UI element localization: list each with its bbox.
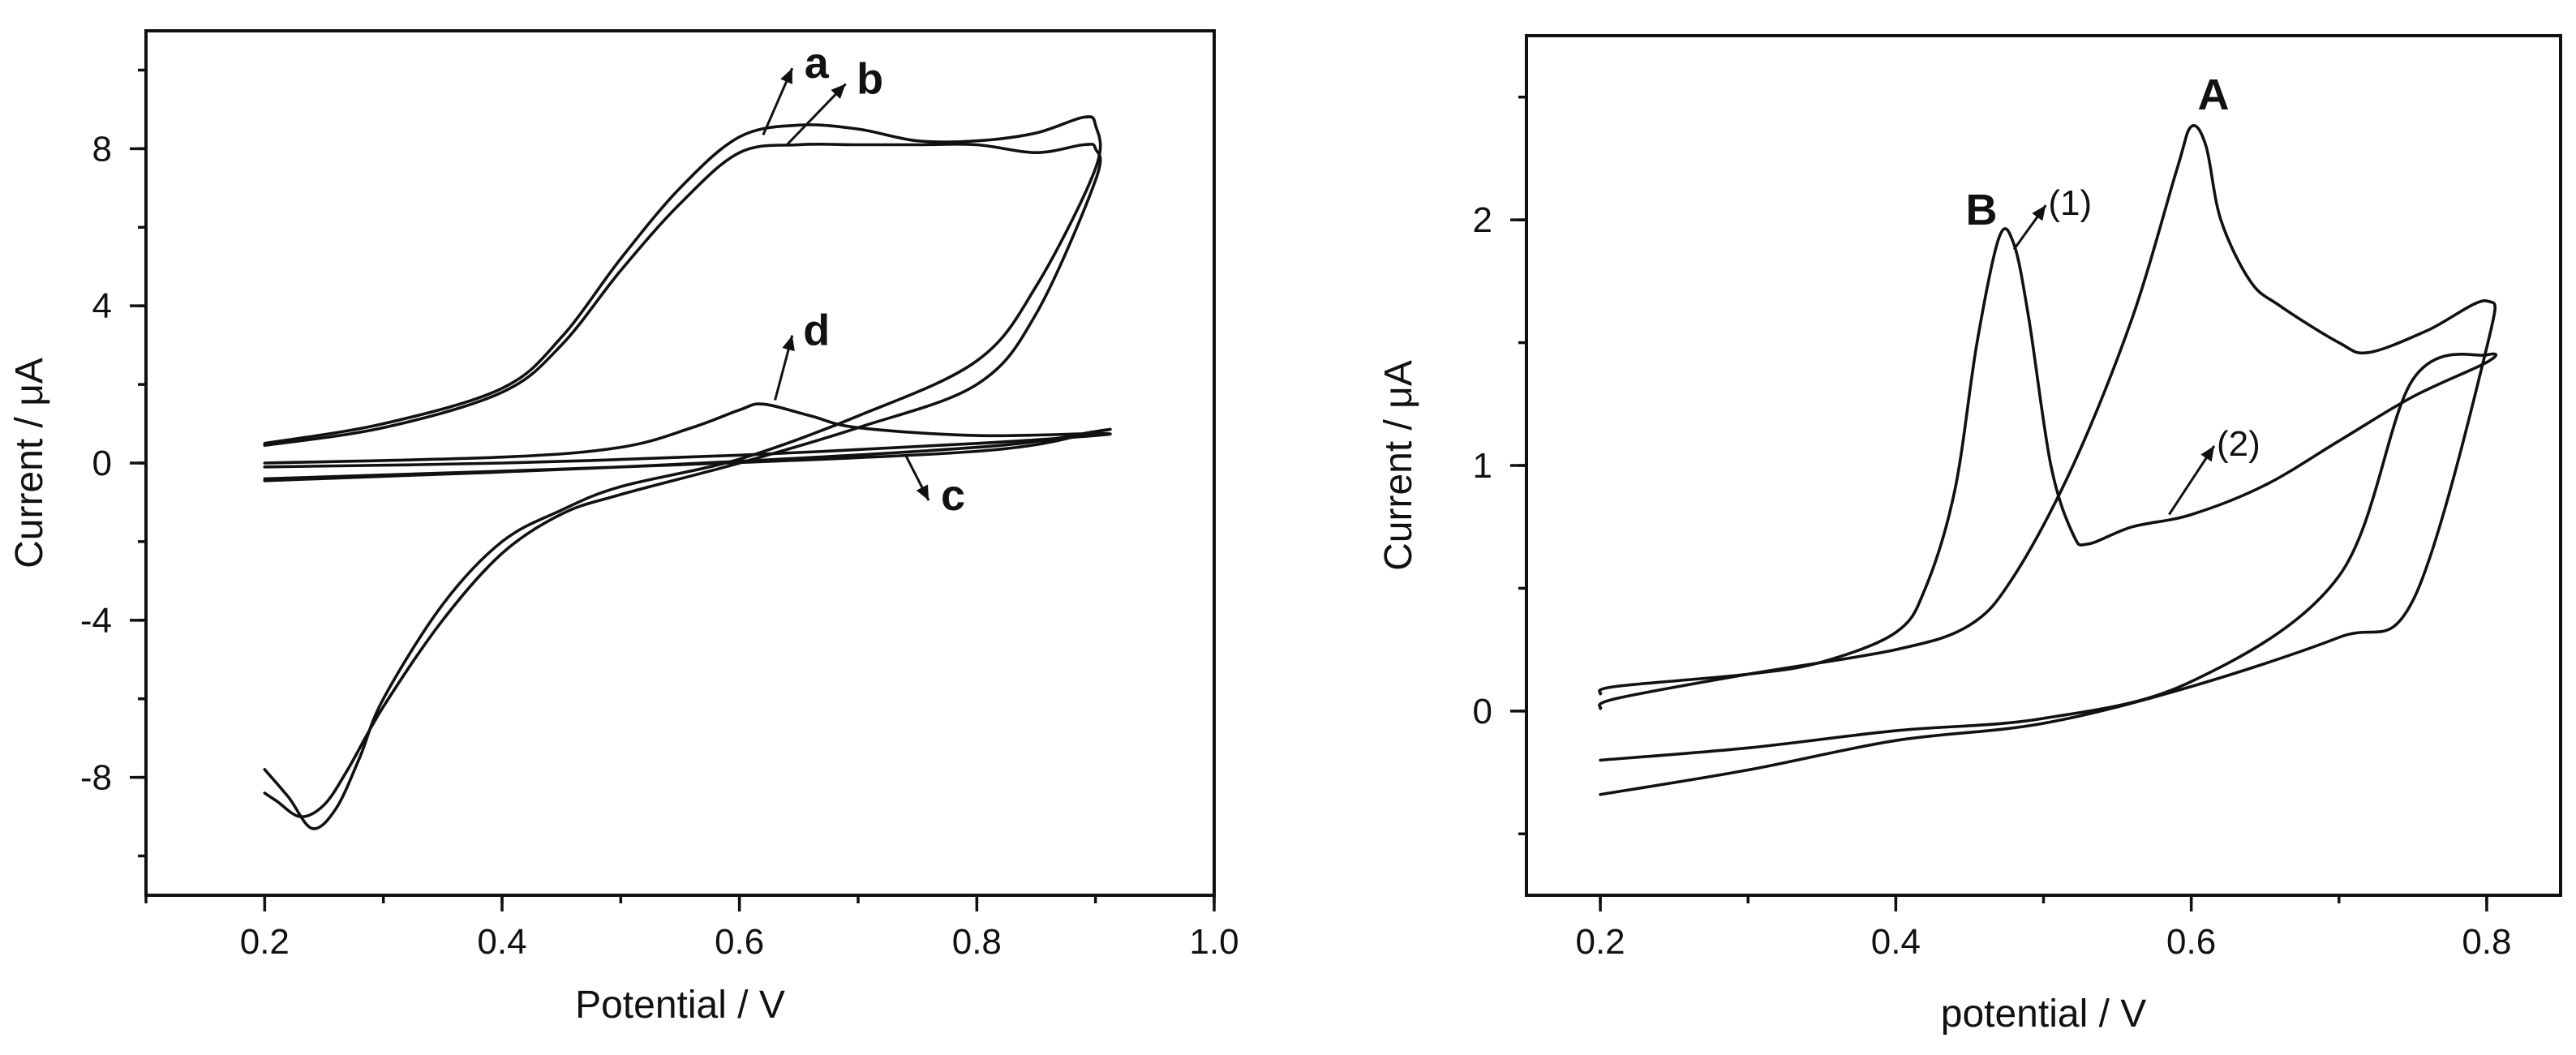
series-curve-0 bbox=[263, 115, 1102, 830]
series-curve-0 bbox=[1598, 227, 2498, 762]
y-tick-label: 1 bbox=[1473, 446, 1492, 486]
x-axis-label: potential / V bbox=[1941, 993, 2147, 1036]
curve-label: (1) bbox=[2048, 183, 2092, 223]
y-axis-label: Current / μA bbox=[8, 358, 51, 568]
x-axis-label: Potential / V bbox=[575, 984, 785, 1027]
annotation-arrowhead bbox=[2032, 205, 2046, 221]
x-tick-label: 1.0 bbox=[1189, 922, 1239, 962]
y-tick-label: 8 bbox=[92, 129, 112, 169]
x-tick-label: 0.2 bbox=[1575, 922, 1625, 962]
x-tick-label: 0.8 bbox=[2462, 922, 2511, 962]
series-curve-3 bbox=[263, 402, 1112, 469]
curve-label: b bbox=[857, 55, 883, 104]
x-tick-label: 0.4 bbox=[1871, 922, 1921, 962]
annotation-arrowhead bbox=[780, 68, 792, 84]
series-curve-1 bbox=[1598, 124, 2497, 796]
curve-label: B bbox=[1966, 186, 1998, 234]
x-tick-label: 0.4 bbox=[477, 922, 526, 962]
annotation-arrowhead bbox=[2200, 445, 2214, 462]
curve-label: (2) bbox=[2217, 424, 2260, 464]
x-tick-label: 0.6 bbox=[2166, 922, 2216, 962]
x-tick-label: 0.6 bbox=[715, 922, 764, 962]
y-tick-label: -8 bbox=[80, 758, 112, 798]
curve-label: a bbox=[805, 39, 830, 88]
left-chart: 0.2 0.4 0.6 0.8 1.0 8 4 0 -4 -8 Potential / V Curre… bbox=[8, 29, 1239, 1027]
y-tick-label: -4 bbox=[80, 601, 112, 641]
y-tick-label: 2 bbox=[1473, 200, 1492, 240]
x-tick-label: 0.8 bbox=[952, 922, 1002, 962]
curve-label: A bbox=[2197, 71, 2229, 119]
y-tick-label: 0 bbox=[1473, 692, 1492, 731]
y-tick-label: 4 bbox=[92, 286, 112, 326]
plot-frame bbox=[1525, 34, 2562, 897]
series-curve-1 bbox=[263, 142, 1102, 818]
curve-label: d bbox=[803, 307, 830, 355]
y-tick-label: 0 bbox=[92, 444, 112, 483]
curve-label: c bbox=[941, 471, 965, 520]
annotation-arrowhead bbox=[916, 484, 930, 501]
y-axis-label: Current / μA bbox=[1377, 360, 1420, 571]
series-curve-2 bbox=[263, 427, 1112, 482]
annotation-arrowhead bbox=[782, 335, 795, 352]
annotation-arrowhead bbox=[831, 84, 846, 100]
x-tick-label: 0.2 bbox=[240, 922, 290, 962]
right-chart: 0.2 0.4 0.6 0.8 2 1 0 potential / V Current / μA… bbox=[1377, 34, 2562, 1036]
